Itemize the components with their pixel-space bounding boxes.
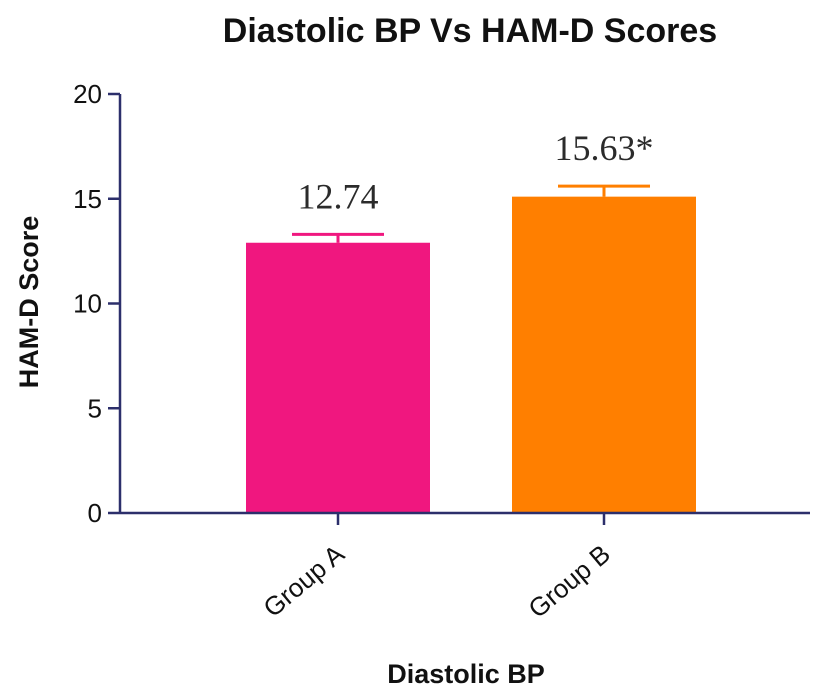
y-axis-label: HAM-D Score: [14, 216, 44, 389]
x-tick-label: Group B: [522, 539, 615, 624]
bar-group-b: [512, 196, 696, 513]
data-label: 15.63*: [555, 128, 654, 168]
y-tick-label: 0: [88, 498, 102, 528]
data-label: 12.74: [298, 176, 379, 216]
error-bars-layer: [292, 184, 650, 243]
bars-layer: [246, 196, 696, 513]
y-tick-label: 15: [73, 184, 102, 214]
x-axis-label: Diastolic BP: [387, 659, 545, 689]
bar-group-a: [246, 242, 430, 513]
y-tick-label: 10: [73, 289, 102, 319]
y-tick-label: 20: [73, 79, 102, 109]
x-tick-label: Group A: [257, 538, 350, 623]
data-labels-layer: 12.74 15.63*: [298, 128, 654, 216]
chart-title: Diastolic BP Vs HAM-D Scores: [223, 12, 717, 50]
y-ticks-layer: 0 5 10 15 20: [73, 79, 120, 528]
y-tick-label: 5: [88, 393, 102, 423]
x-ticks-layer: Group A Group B: [257, 513, 616, 624]
